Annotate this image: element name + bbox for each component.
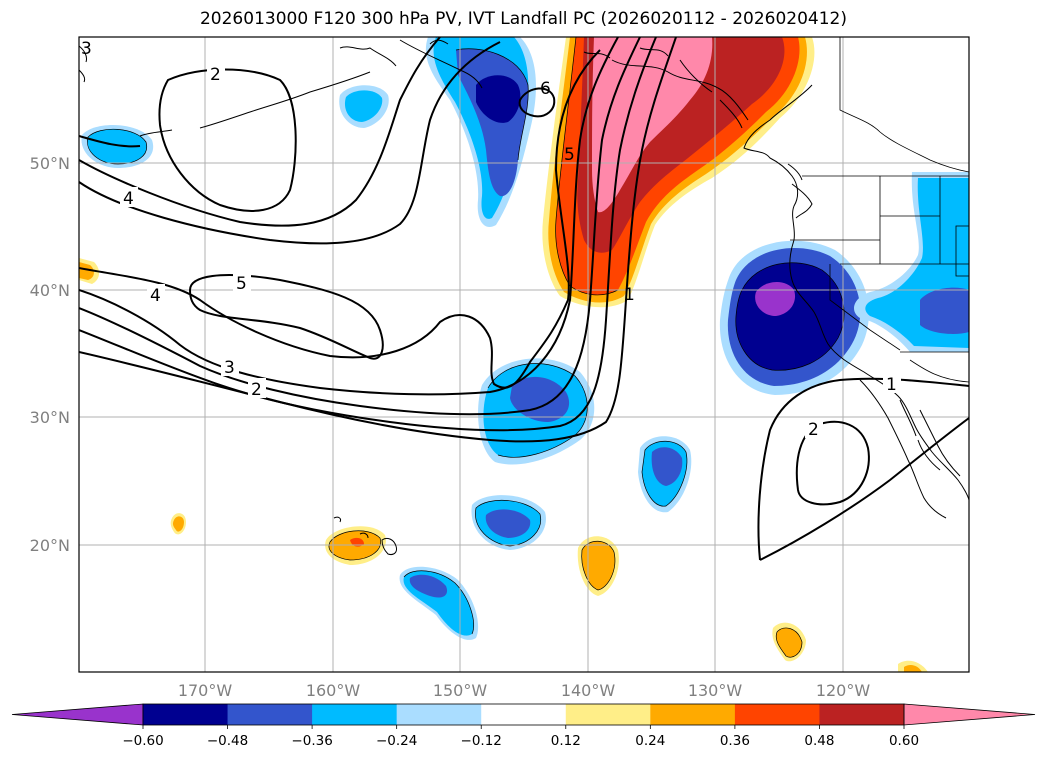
coastlines: [79, 39, 969, 555]
contour-label: 5: [236, 274, 247, 294]
colorbar-segment: [312, 704, 398, 725]
colorbar-frame: [142, 703, 905, 726]
longitude-labels: 170°W 160°W 150°W 140°W 130°W 120°W: [178, 681, 871, 700]
colorbar-extend-over: [903, 703, 1036, 726]
colorbar-tick-label: 0.24: [635, 733, 665, 749]
negative-region-north-pacific: [425, 37, 536, 228]
contour-label: 4: [123, 189, 134, 209]
colorbar-tick-label: 0.60: [889, 733, 919, 749]
colorbar-segment: [734, 704, 820, 725]
lon-tick-label: 130°W: [688, 681, 743, 700]
contour-label: 6: [540, 79, 551, 99]
colorbar-tick-label: 0.36: [720, 733, 750, 749]
contour-label: 4: [150, 286, 161, 306]
colorbar-segment: [481, 704, 567, 725]
colorbar-tick-label: −0.36: [291, 733, 332, 749]
lon-tick-label: 120°W: [816, 681, 871, 700]
contour-label: 2: [808, 420, 819, 440]
map-content: 2 4 5 4 3 2 6 5 1 1 2 3: [79, 37, 969, 672]
colorbar-extend-under: [11, 703, 144, 726]
pc-outline-contours: [87, 37, 845, 658]
lat-tick-label: 20°N: [30, 536, 70, 555]
colorbar-tick-label: −0.12: [461, 733, 502, 749]
pv-contour-labels: 2 4 5 4 3 2 6 5 1 1 2 3: [81, 39, 901, 440]
lon-tick-label: 140°W: [561, 681, 616, 700]
lon-tick-label: 170°W: [178, 681, 233, 700]
gridlines: [79, 37, 969, 672]
colorbar-segment: [227, 704, 313, 725]
lat-tick-label: 50°N: [30, 154, 70, 173]
colorbar-tick-label: −0.24: [376, 733, 417, 749]
contour-label: 5: [564, 145, 575, 165]
contour-label: 1: [624, 285, 635, 305]
colorbar-tick-label: −0.48: [207, 733, 248, 749]
lon-tick-label: 150°W: [433, 681, 488, 700]
colorbar-tick-label: 0.48: [804, 733, 834, 749]
latitude-labels: 20°N 30°N 40°N 50°N: [30, 154, 70, 555]
colorbar: −0.60 −0.48 −0.36 −0.24 −0.12 0.12 0.24 0.36 0.4…: [11, 703, 1036, 749]
colorbar-segment: [819, 704, 905, 725]
colorbar-tick-label: −0.60: [122, 733, 163, 749]
colorbar-tick-label: 0.12: [551, 733, 581, 749]
contour-label: 2: [251, 380, 262, 400]
contour-label: 2: [210, 65, 221, 85]
political-borders: [790, 37, 969, 383]
map-title: 2026013000 F120 300 hPa PV, IVT Landfall…: [199, 9, 847, 29]
colorbar-segment: [396, 704, 482, 725]
lon-tick-label: 160°W: [306, 681, 361, 700]
lat-tick-label: 30°N: [30, 408, 70, 427]
colorbar-segment: [143, 704, 229, 725]
map-frame: [78, 36, 970, 673]
contour-label: 3: [224, 358, 235, 378]
lat-tick-label: 40°N: [30, 281, 70, 300]
colorbar-segment: [650, 704, 736, 725]
contour-label: 3: [81, 39, 92, 59]
colorbar-segment: [565, 704, 651, 725]
contour-label: 1: [886, 375, 897, 395]
